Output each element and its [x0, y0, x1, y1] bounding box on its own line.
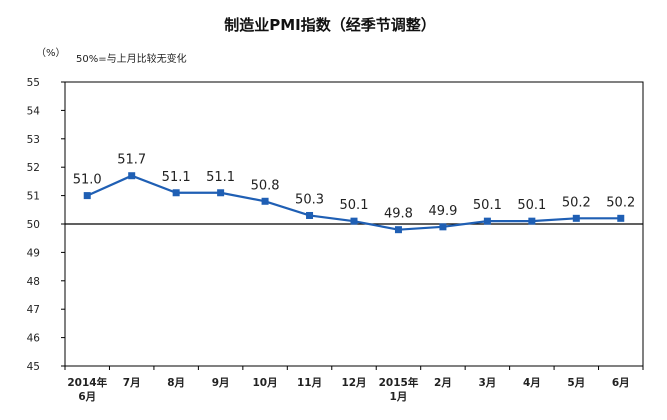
data-label: 50.1	[473, 198, 502, 213]
x-tick-label: 8月	[167, 377, 185, 389]
x-tick-label: 11月	[297, 377, 322, 389]
data-point	[83, 192, 91, 200]
data-point	[261, 197, 269, 205]
y-tick-label: 55	[27, 77, 40, 89]
y-tick-label: 52	[27, 162, 40, 174]
data-label: 50.3	[295, 192, 324, 207]
data-point	[617, 214, 625, 222]
data-label: 50.2	[606, 195, 635, 210]
data-point	[439, 223, 447, 231]
data-point	[128, 172, 136, 180]
x-tick-label: 6月	[612, 377, 630, 389]
data-point	[172, 189, 180, 197]
data-label: 49.9	[428, 204, 457, 219]
x-tick-label: 7月	[123, 377, 141, 389]
x-tick-label: 6月	[78, 391, 96, 403]
x-tick-label: 2014年	[67, 376, 107, 389]
data-label: 50.8	[251, 178, 280, 193]
data-label: 51.1	[206, 170, 235, 185]
y-tick-label: 51	[27, 191, 40, 203]
y-tick-label: 49	[27, 247, 40, 259]
x-tick-label: 1月	[390, 391, 408, 403]
chart-title: 制造业PMI指数（经季节调整）	[224, 16, 436, 34]
x-tick-label: 2月	[434, 377, 452, 389]
data-label: 50.2	[562, 195, 591, 210]
y-axis: 45 46 47 48 49 50 51 52 53 54 55	[27, 77, 65, 373]
y-tick-label: 50	[27, 219, 40, 231]
series-pmi: 51.0 51.7 51.1 51.1 50.8 50.3 50.1 49.8 49.9 50.1…	[73, 153, 635, 234]
y-tick-label: 46	[27, 333, 41, 345]
x-tick-label: 5月	[567, 377, 585, 389]
data-point	[350, 217, 358, 225]
data-label: 51.1	[162, 170, 191, 185]
y-tick-label: 48	[27, 276, 40, 288]
x-tick-label: 3月	[478, 377, 496, 389]
data-point	[306, 211, 314, 219]
data-label: 51.7	[117, 153, 146, 168]
y-tick-label: 47	[27, 304, 40, 316]
data-point	[572, 214, 580, 222]
x-tick-label: 4月	[523, 377, 541, 389]
x-axis: 2014年 6月 7月 8月 9月 10月 11月 12月 2015年 1月 2月 3月 4月 5月 6月	[64, 366, 644, 403]
x-tick-label: 2015年	[379, 376, 419, 389]
data-label: 49.8	[384, 207, 413, 222]
x-tick-label: 9月	[212, 377, 230, 389]
x-tick-label: 10月	[253, 377, 278, 389]
x-tick-label: 12月	[341, 377, 366, 389]
y-tick-label: 45	[27, 361, 40, 373]
y-unit-label: （%）	[36, 47, 66, 59]
data-label: 50.1	[517, 198, 546, 213]
y-tick-label: 53	[27, 134, 40, 146]
data-point	[528, 217, 536, 225]
data-label: 50.1	[340, 198, 369, 213]
data-point	[483, 217, 491, 225]
data-label: 51.0	[73, 173, 102, 188]
data-point	[217, 189, 225, 197]
reference-note: 50%=与上月比较无变化	[76, 52, 187, 65]
y-tick-label: 54	[27, 105, 41, 117]
data-point	[394, 226, 402, 234]
